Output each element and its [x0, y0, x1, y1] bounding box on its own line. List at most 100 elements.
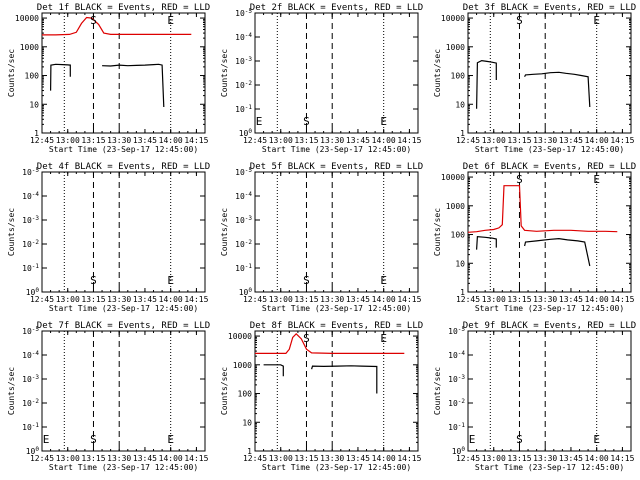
start-marker-label: S: [90, 274, 97, 287]
y-tick-label: 10-4: [448, 350, 465, 360]
panel-container: Det 1f BLACK = Events, RED = LLD 12:45 13:…: [7, 3, 636, 472]
plot-frame: [467, 12, 632, 134]
plot-frame: [41, 330, 206, 452]
x-tick-label: 13:30: [533, 295, 557, 304]
y-tick-label: 1000: [446, 202, 465, 211]
panel-title: Det 1f BLACK = Events, RED = LLD: [37, 3, 210, 13]
x-tick-label: 13:00: [269, 454, 293, 463]
panel-title: Det 7f BLACK = Events, RED = LLD: [37, 321, 210, 331]
x-tick-label: 13:15: [507, 295, 531, 304]
x-tick-label: 13:45: [559, 295, 583, 304]
y-tick-label: 100: [26, 287, 40, 297]
y-tick-label: 10000: [441, 14, 465, 23]
x-tick-label: 12:45: [456, 295, 480, 304]
x-tick-label: 14:00: [159, 295, 183, 304]
x-tick-label: 13:45: [346, 136, 370, 145]
x-tick-label: 13:15: [507, 136, 531, 145]
y-tick-label: 10-2: [235, 80, 252, 90]
y-tick-label: 10-2: [22, 239, 39, 249]
x-tick-label: 14:15: [184, 295, 208, 304]
x-tick-label: 13:45: [133, 295, 157, 304]
y-tick-label: 10-5: [235, 167, 252, 177]
end-marker-label: E: [43, 433, 50, 446]
plot-frame: [254, 171, 419, 293]
x-tick-label: 13:30: [533, 136, 557, 145]
y-tick-label: 100: [238, 390, 253, 399]
x-tick-label: 14:00: [585, 454, 609, 463]
x-tick-label: 14:00: [159, 454, 183, 463]
x-axis-title: Start Time (23-Sep-17 12:45:00): [475, 145, 624, 154]
y-tick-label: 100: [451, 231, 466, 240]
events-series-line: [102, 63, 165, 108]
x-tick-label: 13:30: [320, 136, 344, 145]
y-tick-label: 10: [455, 100, 465, 109]
x-axis-title: Start Time (23-Sep-17 12:45:00): [262, 304, 411, 313]
y-tick-label: 10-5: [235, 8, 252, 18]
y-tick-label: 10-3: [235, 215, 252, 225]
x-tick-label: 14:00: [372, 295, 396, 304]
x-tick-label: 13:15: [294, 454, 318, 463]
end-marker-label: E: [593, 14, 600, 27]
y-axis-title: Counts/sec: [7, 367, 16, 415]
y-tick-label: 10-5: [22, 167, 39, 177]
y-tick-label: 10-2: [448, 398, 465, 408]
y-tick-label: 10-2: [235, 239, 252, 249]
start-marker-label: S: [90, 433, 97, 446]
y-axis-title: Counts/sec: [220, 49, 229, 97]
x-axis-title: Start Time (23-Sep-17 12:45:00): [49, 304, 198, 313]
x-tick-label: 13:00: [56, 454, 80, 463]
y-tick-label: 10-1: [235, 263, 252, 273]
lld-series-line: [467, 185, 618, 233]
plot-frame: [41, 12, 206, 134]
y-tick-label: 1000: [233, 361, 252, 370]
y-tick-label: 1: [460, 129, 465, 138]
x-tick-label: 13:15: [294, 136, 318, 145]
x-tick-label: 14:15: [610, 136, 634, 145]
y-tick-label: 10000: [15, 14, 39, 23]
x-tick-label: 14:15: [610, 454, 634, 463]
x-tick-label: 13:15: [81, 136, 105, 145]
y-tick-label: 10-1: [448, 422, 465, 432]
y-tick-label: 10-1: [22, 422, 39, 432]
end-marker-label: E: [167, 433, 174, 446]
x-axis-title: Start Time (23-Sep-17 12:45:00): [262, 145, 411, 154]
events-series-line: [476, 59, 497, 109]
start-marker-label: S: [303, 274, 310, 287]
y-tick-label: 10-5: [22, 326, 39, 336]
x-axis-title: Start Time (23-Sep-17 12:45:00): [49, 145, 198, 154]
x-tick-label: 14:00: [585, 295, 609, 304]
y-tick-label: 10000: [228, 332, 252, 341]
x-axis-title: Start Time (23-Sep-17 12:45:00): [475, 304, 624, 313]
y-tick-label: 100: [452, 446, 466, 456]
panel-title: Det 6f BLACK = Events, RED = LLD: [463, 162, 636, 172]
y-tick-label: 100: [451, 72, 466, 81]
y-tick-label: 10-5: [448, 326, 465, 336]
start-marker-label: S: [516, 173, 523, 186]
panel-title: Det 5f BLACK = Events, RED = LLD: [250, 162, 423, 172]
panel-title: Det 4f BLACK = Events, RED = LLD: [37, 162, 210, 172]
events-series-line: [263, 364, 284, 377]
y-tick-label: 10: [29, 100, 39, 109]
x-tick-label: 13:00: [269, 295, 293, 304]
y-tick-label: 10-4: [235, 32, 252, 42]
x-tick-label: 13:00: [269, 136, 293, 145]
x-tick-label: 13:30: [107, 295, 131, 304]
end-marker-label: E: [167, 274, 174, 287]
end-marker-label: E: [167, 14, 174, 27]
y-axis-title: Counts/sec: [7, 208, 16, 256]
y-axis-title: Counts/sec: [220, 367, 229, 415]
x-tick-label: 12:45: [30, 136, 54, 145]
events-series-line: [524, 237, 591, 267]
x-tick-label: 13:30: [107, 454, 131, 463]
y-tick-label: 1000: [20, 43, 39, 52]
y-axis-title: Counts/sec: [433, 367, 442, 415]
y-axis-title: Counts/sec: [433, 49, 442, 97]
y-tick-label: 1: [460, 288, 465, 297]
y-tick-label: 10-4: [22, 191, 39, 201]
panel-det-1: Det 1f BLACK = Events, RED = LLD 12:45 13:…: [7, 3, 210, 154]
